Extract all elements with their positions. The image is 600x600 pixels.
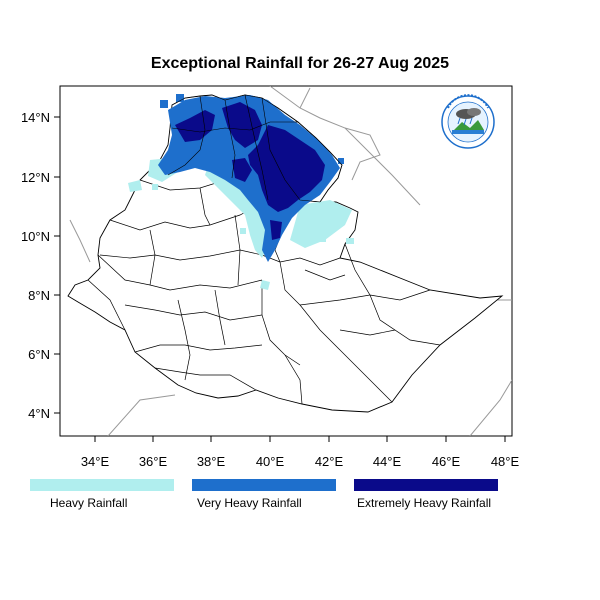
legend-label-very-heavy: Very Heavy Rainfall [197,496,302,510]
y-tick-label: 8°N [28,288,50,303]
region-boundaries-overlay [167,94,343,203]
x-tick-label: 34°E [81,454,110,469]
y-tick-label: 4°N [28,406,50,421]
x-axis-labels: 34°E 36°E 38°E 40°E 42°E 44°E 46°E 48°E [81,454,520,469]
legend-label-extremely-heavy: Extremely Heavy Rainfall [357,496,492,510]
y-tick-label: 10°N [21,229,50,244]
x-tick-label: 48°E [491,454,520,469]
extremely-heavy-rainfall-areas [175,102,325,240]
y-tick-label: 14°N [21,110,50,125]
map-title: Exceptional Rainfall for 26-27 Aug 2025 [150,55,450,72]
legend-swatch-extremely-heavy [354,479,498,491]
legend-swatch-very-heavy [192,479,336,491]
y-tick-label: 12°N [21,170,50,185]
y-tick-label: 6°N [28,347,50,362]
y-axis-labels: 14°N 12°N 10°N 8°N 6°N 4°N [21,110,50,421]
legend-swatch-heavy [30,479,174,491]
rainfall-pixel-edges [152,94,354,244]
x-tick-label: 46°E [432,454,461,469]
x-tick-label: 40°E [256,454,285,469]
x-tick-label: 44°E [373,454,402,469]
axis-ticks [54,116,506,442]
x-tick-label: 42°E [315,454,344,469]
neighbor-borders [69,86,512,436]
x-tick-label: 38°E [197,454,226,469]
x-tick-label: 36°E [139,454,168,469]
legend-label-heavy: Heavy Rainfall [50,496,128,510]
meteorology-agency-logo-icon [441,94,495,149]
